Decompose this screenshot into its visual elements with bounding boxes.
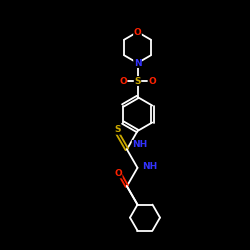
Text: S: S [134, 76, 141, 86]
Text: N: N [134, 58, 141, 68]
Text: NH: NH [132, 140, 148, 149]
Text: NH: NH [142, 162, 157, 171]
Text: O: O [114, 169, 122, 178]
Text: O: O [134, 28, 141, 36]
Text: S: S [114, 125, 121, 134]
Text: O: O [119, 76, 127, 86]
Text: O: O [148, 76, 156, 86]
